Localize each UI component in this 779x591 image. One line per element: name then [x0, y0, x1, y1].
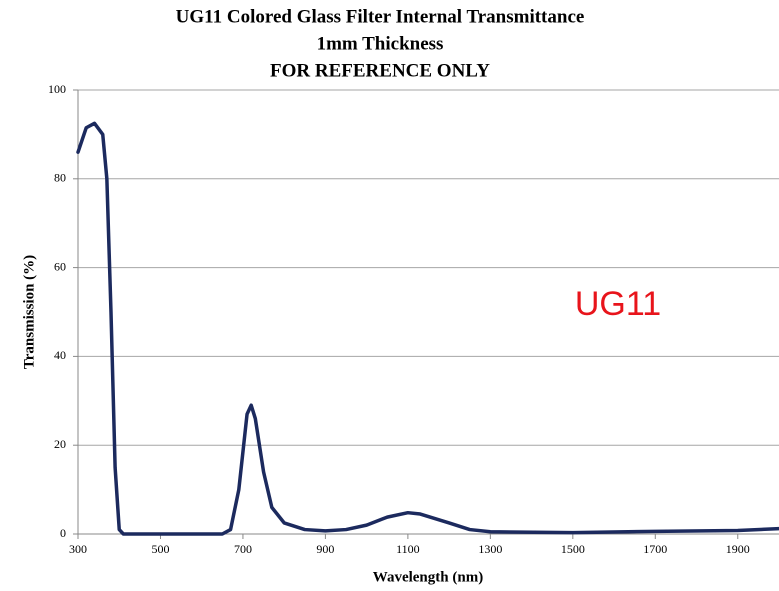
x-tick-label: 1700 [643, 542, 667, 556]
x-tick-label: 300 [69, 542, 87, 556]
chart-title: UG11 Colored Glass Filter Internal Trans… [176, 6, 585, 27]
y-tick-label: 60 [54, 259, 66, 273]
y-tick-label: 40 [54, 348, 66, 362]
annotation: UG11 [575, 285, 661, 323]
x-tick-label: 1900 [726, 542, 750, 556]
y-tick-label: 100 [48, 82, 66, 96]
x-axis-label: Wavelength (nm) [373, 569, 483, 585]
y-axis-label: Transmission (%) [21, 255, 37, 369]
x-tick-label: 700 [234, 542, 252, 556]
chart-note: FOR REFERENCE ONLY [270, 60, 490, 81]
x-tick-label: 500 [151, 542, 169, 556]
x-tick-label: 1500 [561, 542, 585, 556]
y-tick-label: 0 [60, 526, 66, 540]
y-tick-label: 80 [54, 171, 66, 185]
y-tick-label: 20 [54, 437, 66, 451]
x-tick-label: 1300 [478, 542, 502, 556]
x-tick-label: 1100 [396, 542, 420, 556]
x-tick-label: 900 [316, 542, 334, 556]
chart-subtitle: 1mm Thickness [317, 33, 444, 54]
data-line [76, 121, 779, 536]
